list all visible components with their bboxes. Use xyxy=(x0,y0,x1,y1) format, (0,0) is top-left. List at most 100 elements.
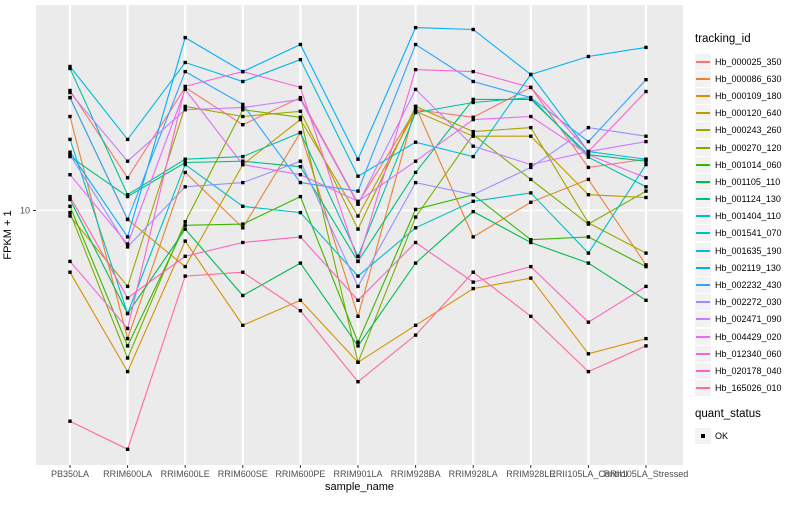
legend-line-icon xyxy=(696,232,710,235)
legend-item-label: Hb_000270_120 xyxy=(715,142,782,153)
data-point xyxy=(298,180,303,185)
legend-item-label: Hb_001014_060 xyxy=(715,159,782,170)
data-point xyxy=(471,27,475,32)
legend-item-label: Hb_002272_030 xyxy=(715,297,782,308)
legend-line-icon xyxy=(696,94,710,97)
legend-item-label: Hb_012340_060 xyxy=(715,348,782,359)
legend-item-label: Hb_002119_130 xyxy=(715,262,781,273)
data-point xyxy=(644,157,648,161)
data-point xyxy=(241,293,245,298)
legend-item-label: Hb_001541_070 xyxy=(715,228,782,239)
legend-item: Hb_001105_110 xyxy=(690,173,800,190)
data-point xyxy=(356,274,360,278)
data-point xyxy=(586,54,591,59)
legend-line-icon xyxy=(696,266,710,269)
data-point xyxy=(241,105,245,110)
data-point xyxy=(183,220,187,224)
data-point xyxy=(183,274,187,278)
data-point xyxy=(471,100,475,105)
data-point xyxy=(413,104,418,109)
data-point xyxy=(356,214,360,218)
data-point xyxy=(529,114,533,119)
data-point xyxy=(413,140,418,144)
legend-item: Hb_020178_040 xyxy=(690,362,800,379)
legend-item: Hb_012340_060 xyxy=(690,345,800,362)
data-point xyxy=(529,134,533,138)
data-point xyxy=(68,153,72,157)
legend-key-swatch xyxy=(695,173,711,190)
data-point xyxy=(183,69,187,74)
data-point xyxy=(586,155,591,159)
data-point xyxy=(413,226,418,230)
point-marker-icon xyxy=(701,434,705,439)
legend-item: Hb_000109_180 xyxy=(690,87,800,104)
legend-key-swatch xyxy=(695,311,711,328)
legend-item: Hb_000025_350 xyxy=(690,53,800,70)
data-point xyxy=(586,235,591,239)
data-point xyxy=(529,240,533,245)
data-point xyxy=(68,88,72,93)
data-point xyxy=(413,67,418,72)
quant-ok-key xyxy=(695,428,711,445)
data-point xyxy=(529,276,533,280)
legend-item-ok: OK xyxy=(690,428,800,445)
legend-item: Hb_002232_430 xyxy=(690,276,800,294)
legend-item: Hb_001404_110 xyxy=(690,208,800,225)
data-point xyxy=(644,251,648,255)
data-point xyxy=(183,157,187,161)
data-point xyxy=(586,222,591,226)
legend-item-label: Hb_001105_110 xyxy=(715,176,781,187)
data-point xyxy=(68,154,72,159)
data-point xyxy=(241,240,245,245)
data-point xyxy=(298,261,303,265)
y-axis-title: FPKM + 1 xyxy=(2,210,14,260)
data-point xyxy=(125,137,130,142)
data-point xyxy=(471,115,475,119)
data-point xyxy=(413,87,418,92)
legend-key-swatch xyxy=(695,122,711,139)
data-point xyxy=(471,199,475,203)
data-point xyxy=(356,157,360,161)
data-point xyxy=(471,154,475,159)
legend-line-icon xyxy=(696,369,710,372)
legend-line-icon xyxy=(696,284,710,287)
legend-title-quant-status: quant_status xyxy=(695,407,761,420)
y-tick-label: 10 xyxy=(20,206,30,216)
data-point xyxy=(298,159,303,163)
data-point xyxy=(356,340,360,344)
data-point xyxy=(644,264,648,269)
legend-key-swatch xyxy=(695,362,711,379)
legend-key-swatch xyxy=(695,380,711,397)
data-point xyxy=(125,245,130,249)
data-point xyxy=(183,185,187,189)
data-point xyxy=(68,90,72,95)
data-point xyxy=(586,251,591,255)
data-point xyxy=(586,261,591,265)
data-point xyxy=(125,159,130,163)
legend-quant-status: quant_status OK xyxy=(690,408,800,445)
data-point xyxy=(68,137,72,142)
legend-line-icon xyxy=(696,352,710,355)
legend-item-label: Hb_000109_180 xyxy=(715,90,782,101)
data-point xyxy=(471,270,475,274)
data-point xyxy=(356,199,360,203)
legend: tracking_id Hb_000025_350 Hb_000086_630 Hb… xyxy=(690,33,800,445)
data-point xyxy=(356,174,360,178)
data-point xyxy=(68,114,72,119)
data-point xyxy=(356,360,360,364)
data-point xyxy=(68,95,72,100)
data-point xyxy=(471,209,475,214)
data-point xyxy=(241,69,245,74)
data-point xyxy=(68,66,72,71)
data-point xyxy=(125,242,130,246)
legend-item: Hb_165026_010 xyxy=(690,380,800,397)
data-point xyxy=(586,149,591,154)
legend-item-label: Hb_004429_020 xyxy=(715,331,782,342)
data-point xyxy=(586,139,591,144)
data-point xyxy=(644,162,648,167)
legend-item-label: Hb_001124_130 xyxy=(715,194,781,205)
data-point xyxy=(298,42,303,47)
data-point xyxy=(241,204,245,208)
data-point xyxy=(529,85,533,90)
data-point xyxy=(183,104,187,109)
